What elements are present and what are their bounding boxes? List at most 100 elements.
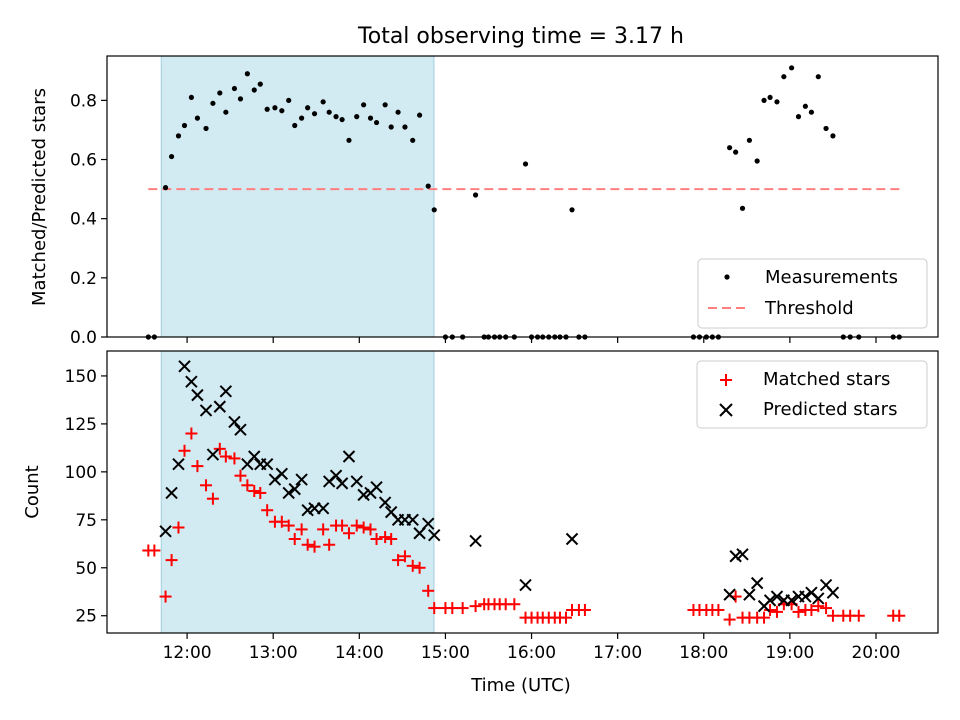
matched-star-point — [254, 486, 267, 499]
measurement-point — [354, 114, 360, 120]
count-x-axis-ticks: 12:00 13:00 14:00 15:00 16:00 17:00 18:00 19:00… — [163, 633, 900, 663]
measurement-point — [175, 133, 182, 139]
ratio-y-tick-label: 0.4 — [70, 210, 97, 230]
predicted-star-point — [185, 375, 198, 388]
predicted-star-point — [750, 576, 764, 590]
ratio-x-axis-ticks — [186, 337, 877, 343]
x-tick-label: 16:00 — [507, 643, 556, 663]
measurement-point — [292, 122, 298, 129]
matched-star-point — [172, 521, 185, 534]
predicted-star-point — [213, 400, 227, 413]
predicted-star-point — [282, 486, 295, 500]
predicted-star-point — [234, 423, 247, 436]
matched-star-point — [812, 600, 825, 613]
x-tick-label: 17:00 — [593, 643, 642, 663]
measurement-point — [830, 133, 836, 139]
matched-star-point — [342, 527, 355, 540]
predicted-star-point — [723, 588, 736, 601]
predicted-star-point — [335, 477, 349, 490]
matched-star-point — [213, 442, 226, 455]
measurement-point — [733, 149, 739, 155]
predicted-star-point — [199, 404, 213, 417]
predicted-star-point — [316, 502, 330, 515]
matched-star-point — [508, 598, 521, 611]
matched-star-point — [413, 561, 426, 574]
predicted-star-point — [799, 590, 812, 603]
matched-star-point — [379, 531, 392, 544]
measurement-point — [746, 137, 753, 143]
predicted-legend-label: Predicted stars — [763, 399, 897, 420]
matched-star-point — [446, 602, 459, 615]
x-tick-label: 19:00 — [765, 643, 814, 663]
predicted-star-point — [729, 550, 742, 563]
measurement-point — [823, 125, 829, 132]
count-panel-frame — [106, 350, 939, 634]
measurement-point — [410, 137, 416, 143]
matched-star-point — [336, 519, 349, 532]
predicted-star-point — [260, 457, 274, 471]
matched-star-point — [206, 492, 219, 505]
count-y-tick-label: 125 — [65, 415, 97, 435]
matched-star-point — [323, 538, 336, 551]
measurement-point — [299, 115, 305, 121]
measurement-point — [472, 192, 479, 198]
count-y-tick-label: 150 — [65, 367, 97, 387]
ratio-y-tick-label: 0.8 — [70, 91, 97, 111]
predicted-star-point — [565, 532, 579, 546]
count-y-tick-label: 50 — [75, 559, 97, 579]
matched-star-point — [758, 611, 771, 624]
matched-star-point — [350, 519, 363, 532]
measurement-point — [311, 111, 318, 117]
matched-star-point — [308, 540, 321, 553]
predicted-star-point — [812, 592, 825, 605]
matched-star-point — [295, 523, 308, 536]
measurement-point — [395, 109, 401, 115]
predicted-star-point — [288, 482, 301, 496]
measurement-point — [217, 90, 223, 96]
matched-star-point — [764, 603, 777, 616]
measurement-point — [251, 87, 257, 93]
matched-star-point — [261, 504, 274, 517]
x-tick-label: 20:00 — [851, 643, 900, 663]
predicted-star-point — [191, 388, 204, 402]
measurement-point — [789, 65, 795, 71]
matched-star-point — [357, 521, 370, 534]
matched-star-point — [428, 602, 441, 615]
matched-star-point — [228, 452, 241, 465]
matched-star-point — [219, 450, 232, 463]
ratio-panel: 0.00.20.40.60.8 Matched/Predicted stars … — [29, 55, 939, 348]
measurement-point — [244, 71, 250, 77]
measurement-point — [382, 102, 388, 108]
matched-star-point — [364, 523, 377, 536]
measurement-point — [727, 145, 733, 151]
count-panel: 25 50 75 100 125 150 12:00 13:00 14:00 15:00 16:0… — [22, 350, 939, 696]
x-tick-label: 12:00 — [163, 643, 212, 663]
measurement-point — [181, 122, 188, 129]
threshold-legend-label: Threshold — [764, 298, 854, 319]
measurement-point — [761, 97, 767, 103]
measurements-legend-marker — [724, 274, 730, 280]
count-y-axis-label: Count — [22, 465, 43, 518]
predicted-star-point — [421, 517, 435, 530]
predicted-star-point — [428, 528, 441, 542]
matched-star-point — [148, 544, 161, 557]
matched-star-point — [820, 602, 833, 615]
measurement-point — [188, 94, 194, 101]
matched-star-point — [234, 469, 247, 482]
x-tick-label: 14:00 — [335, 643, 384, 663]
measurement-point — [168, 153, 175, 160]
measurement-point — [237, 96, 244, 102]
matched-star-point — [422, 584, 435, 597]
ratio-panel-frame — [106, 55, 939, 338]
matched-star-point — [178, 444, 191, 457]
x-tick-label: 18:00 — [679, 643, 728, 663]
measurement-point — [402, 124, 408, 130]
count-legend-box — [696, 360, 928, 429]
predicted-star-point — [743, 588, 756, 601]
predicted-star-point — [275, 467, 289, 480]
measurement-point — [346, 137, 352, 143]
measurement-point — [210, 100, 216, 106]
matched-star-point — [770, 605, 783, 618]
matched-star-point — [317, 523, 330, 536]
matched-star-point — [185, 427, 198, 440]
